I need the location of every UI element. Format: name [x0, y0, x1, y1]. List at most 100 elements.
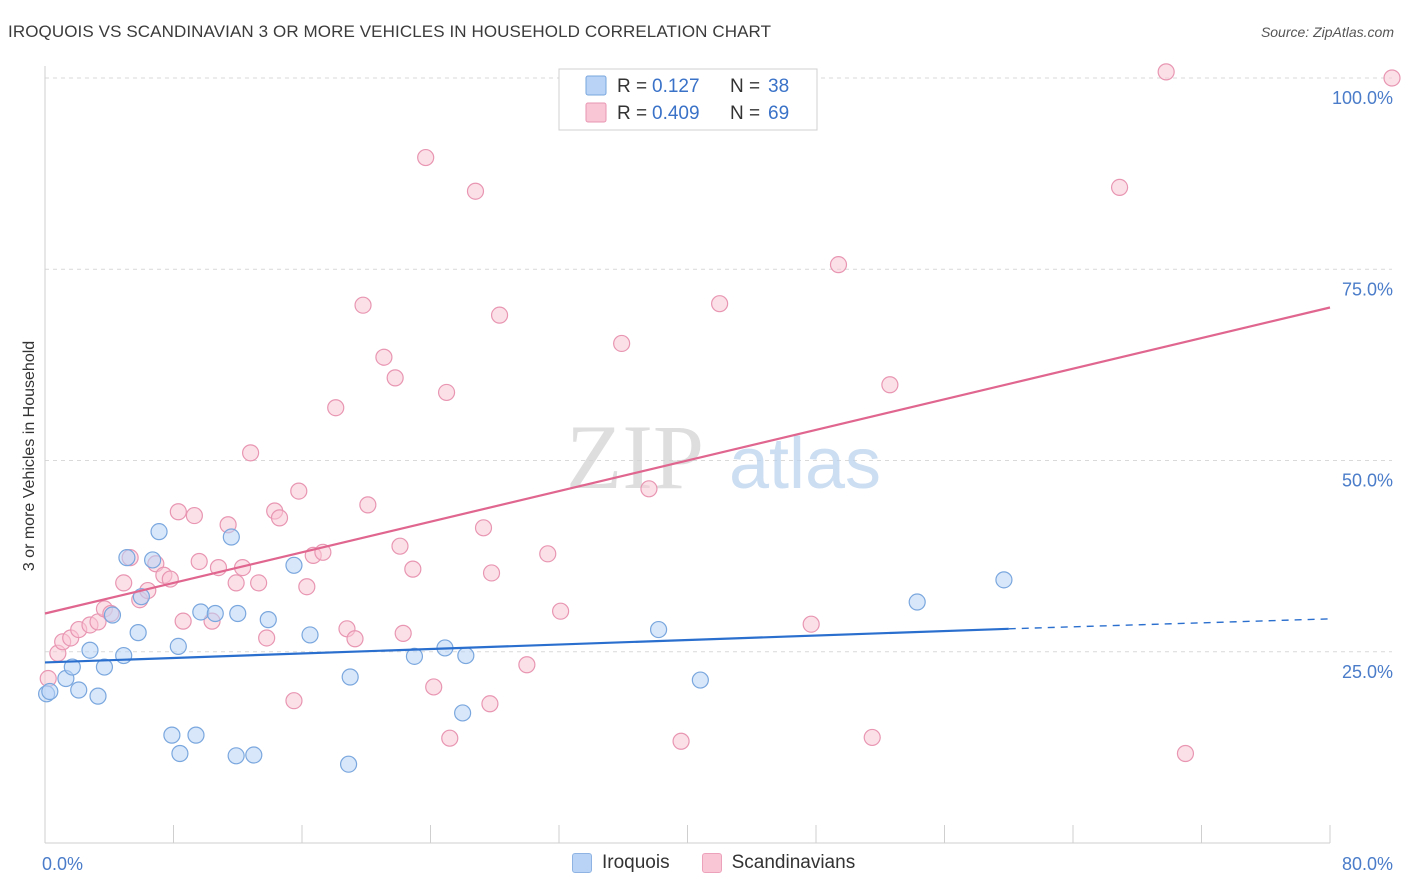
iroquois-trend-extension [1008, 618, 1331, 630]
scandinavians-point-35 [327, 399, 345, 417]
scandinavians-points [39, 63, 1401, 763]
scandinavians-point-61 [802, 615, 820, 633]
iroquois-point-35 [691, 671, 709, 689]
scandinavians-point-37 [346, 630, 364, 648]
legend-label-iroquois: Iroquois [602, 852, 670, 873]
scandinavians-point-18 [185, 506, 203, 525]
scandinavians-point-44 [404, 560, 422, 578]
legend-n-label-2: N = [730, 103, 760, 124]
scandinavians-point-60 [711, 295, 729, 313]
iroquois-point-15 [163, 726, 181, 744]
source-label: Source: ZipAtlas.com [1260, 24, 1394, 40]
iroquois-point-9 [115, 646, 133, 665]
legend-r-value-1: 0.127 [652, 76, 700, 97]
trend-lines [44, 306, 1331, 664]
legend-label-scandinavians: Scandinavians [731, 852, 856, 873]
scandinavians-point-52 [482, 564, 501, 582]
iroquois-point-28 [339, 755, 358, 773]
scandinavians-point-32 [298, 578, 316, 596]
legend-swatch-scandinavians [585, 102, 607, 123]
scandinavians-point-53 [490, 306, 509, 324]
scandinavians-trend-line [44, 306, 1331, 615]
iroquois-point-1 [41, 682, 59, 701]
scandinavians-point-39 [359, 496, 377, 514]
scandinavians-point-57 [613, 334, 631, 353]
y-tick-label-0: 25.0% [1342, 662, 1393, 682]
scandinavians-point-23 [227, 574, 245, 592]
series-legend: Iroquois Scandinavians [572, 852, 855, 874]
iroquois-point-5 [81, 641, 99, 659]
iroquois-point-16 [169, 637, 187, 655]
scandinavians-point-30 [285, 692, 303, 710]
iroquois-point-20 [206, 604, 224, 623]
axes [44, 66, 1331, 844]
legend-r-label-2: R = [617, 103, 647, 124]
iroquois-point-10 [118, 549, 136, 567]
y-tick-label-1: 50.0% [1342, 471, 1393, 491]
scandinavians-point-46 [425, 678, 443, 696]
iroquois-point-32 [454, 704, 472, 722]
iroquois-point-8 [103, 606, 122, 624]
iroquois-trend-line [44, 627, 1009, 664]
x-tick-label-0: 0.0% [42, 854, 83, 874]
tick-labels: 25.0% 50.0% 75.0% 100.0% 0.0% 80.0% [42, 88, 1393, 874]
iroquois-point-27 [301, 626, 319, 644]
page-title: IROQUOIS VS SCANDINAVIAN 3 OR MORE VEHIC… [8, 22, 772, 41]
iroquois-point-25 [259, 611, 277, 629]
y-tick-label-3: 100.0% [1332, 88, 1393, 108]
iroquois-point-3 [63, 658, 81, 676]
scandinavians-point-55 [539, 545, 557, 563]
scandinavians-point-43 [394, 624, 412, 642]
scandinavians-point-42 [391, 537, 409, 555]
iroquois-point-36 [908, 593, 926, 611]
y-axis-label: 3 or more Vehicles in Household [21, 341, 38, 571]
scandinavians-point-63 [863, 728, 881, 747]
scandinavians-point-47 [437, 383, 456, 402]
iroquois-point-7 [95, 658, 114, 676]
legend-item-iroquois: Iroquois [572, 852, 670, 874]
scandinavians-point-59 [672, 732, 690, 750]
swatch-iroquois [572, 853, 592, 873]
scandinavians-point-48 [441, 729, 459, 747]
scandinavians-point-64 [881, 376, 899, 394]
legend-n-value-2: 69 [768, 103, 789, 124]
iroquois-points [38, 523, 1013, 773]
scandinavians-point-49 [466, 182, 485, 200]
iroquois-point-14 [150, 523, 168, 541]
legend-r-label-1: R = [617, 76, 647, 97]
iroquois-point-33 [457, 646, 475, 665]
iroquois-point-24 [245, 746, 263, 764]
iroquois-point-19 [192, 603, 210, 621]
scandinavians-point-45 [417, 148, 435, 167]
scandinavians-point-51 [481, 695, 499, 713]
iroquois-point-11 [129, 624, 147, 642]
grid-lines [45, 77, 1392, 653]
iroquois-point-23 [229, 604, 247, 623]
scandinavians-point-17 [174, 612, 192, 630]
scandinavians-point-56 [552, 602, 570, 620]
iroquois-point-22 [227, 747, 245, 765]
scandinavians-point-66 [1157, 63, 1175, 81]
iroquois-point-26 [285, 556, 303, 574]
scandinavians-point-29 [270, 509, 289, 527]
swatch-scandinavians [701, 853, 722, 873]
scandinavians-point-9 [115, 574, 133, 592]
correlation-legend: R = 0.127 N = 38 R = 0.409 N = 69 [558, 68, 818, 131]
iroquois-point-37 [995, 571, 1013, 589]
scandinavians-point-65 [1110, 178, 1129, 196]
iroquois-point-12 [132, 588, 150, 606]
iroquois-point-30 [405, 647, 424, 665]
scandinavians-point-26 [250, 574, 268, 592]
iroquois-point-18 [187, 726, 205, 744]
scandinavians-point-54 [518, 656, 536, 674]
iroquois-point-21 [222, 528, 240, 546]
iroquois-point-4 [70, 681, 88, 699]
legend-item-scandinavians: Scandinavians [701, 852, 856, 874]
iroquois-point-6 [89, 687, 107, 705]
legend-swatch-iroquois [585, 75, 607, 96]
scandinavians-point-62 [829, 256, 848, 274]
y-tick-label-2: 75.0% [1342, 279, 1393, 299]
scandinavians-point-19 [190, 552, 208, 571]
scandinavians-point-27 [258, 629, 276, 647]
